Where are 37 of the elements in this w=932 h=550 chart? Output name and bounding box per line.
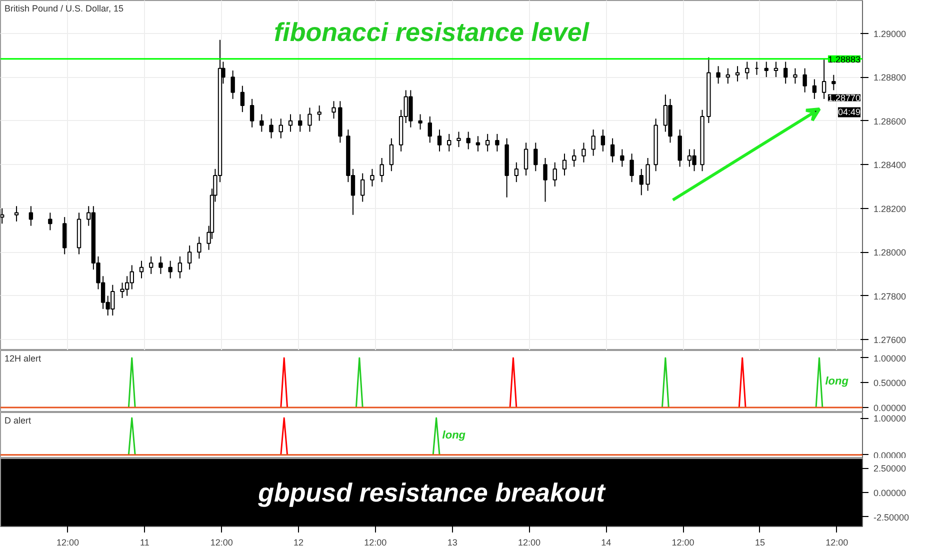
annotation: fibonacci resistance level: [274, 17, 590, 47]
annotation: 1.28770: [828, 93, 861, 104]
y-tick-label: 2.50000: [874, 464, 906, 474]
chart-title: D alert: [4, 416, 32, 426]
x-tick-label: 12:00: [518, 538, 541, 548]
x-tick-label: 15: [754, 538, 765, 548]
annotation: 04:49: [838, 107, 861, 118]
y-tick-label: 0.00000: [874, 403, 906, 414]
chart-title: 12H alert: [4, 354, 42, 364]
y-tick-label: 0.00000: [874, 450, 906, 460]
x-tick-label: 11: [140, 538, 150, 548]
y-tick-label: 0.00000: [874, 488, 906, 498]
ref-line-label: 1.28883: [828, 54, 861, 64]
y-tick-label: 1.28600: [874, 116, 906, 126]
x-tick-label: 12: [294, 538, 304, 548]
y-tick-label: 1.29000: [874, 28, 906, 39]
y-tick-label: 1.28800: [874, 72, 906, 83]
annotation: long: [442, 430, 466, 442]
y-tick-label: 1.00000: [874, 414, 906, 424]
annotation: long: [825, 376, 849, 388]
y-tick-label: 1.28400: [874, 160, 906, 170]
y-tick-label: 1.27800: [874, 291, 906, 302]
y-tick-label: -2.50000: [874, 512, 910, 522]
y-tick-label: 1.00000: [874, 353, 906, 364]
y-tick-label: 1.27600: [874, 335, 906, 346]
y-tick-label: 1.28000: [874, 248, 906, 258]
x-tick-label: 12:00: [364, 538, 387, 548]
annotation: gbpusd resistance breakout: [257, 478, 606, 508]
y-tick-label: 0.50000: [874, 378, 906, 388]
y-tick-label: 1.28200: [874, 204, 906, 214]
x-tick-label: 12:00: [826, 538, 848, 548]
x-tick-label: 12:00: [672, 538, 694, 548]
x-tick-label: 12:00: [56, 538, 80, 548]
x-tick-label: 12:00: [210, 538, 233, 548]
chart-title: British Pound / U.S. Dollar, 15: [4, 4, 124, 14]
x-tick-label: 13: [447, 538, 458, 548]
x-tick-label: 14: [601, 538, 612, 548]
